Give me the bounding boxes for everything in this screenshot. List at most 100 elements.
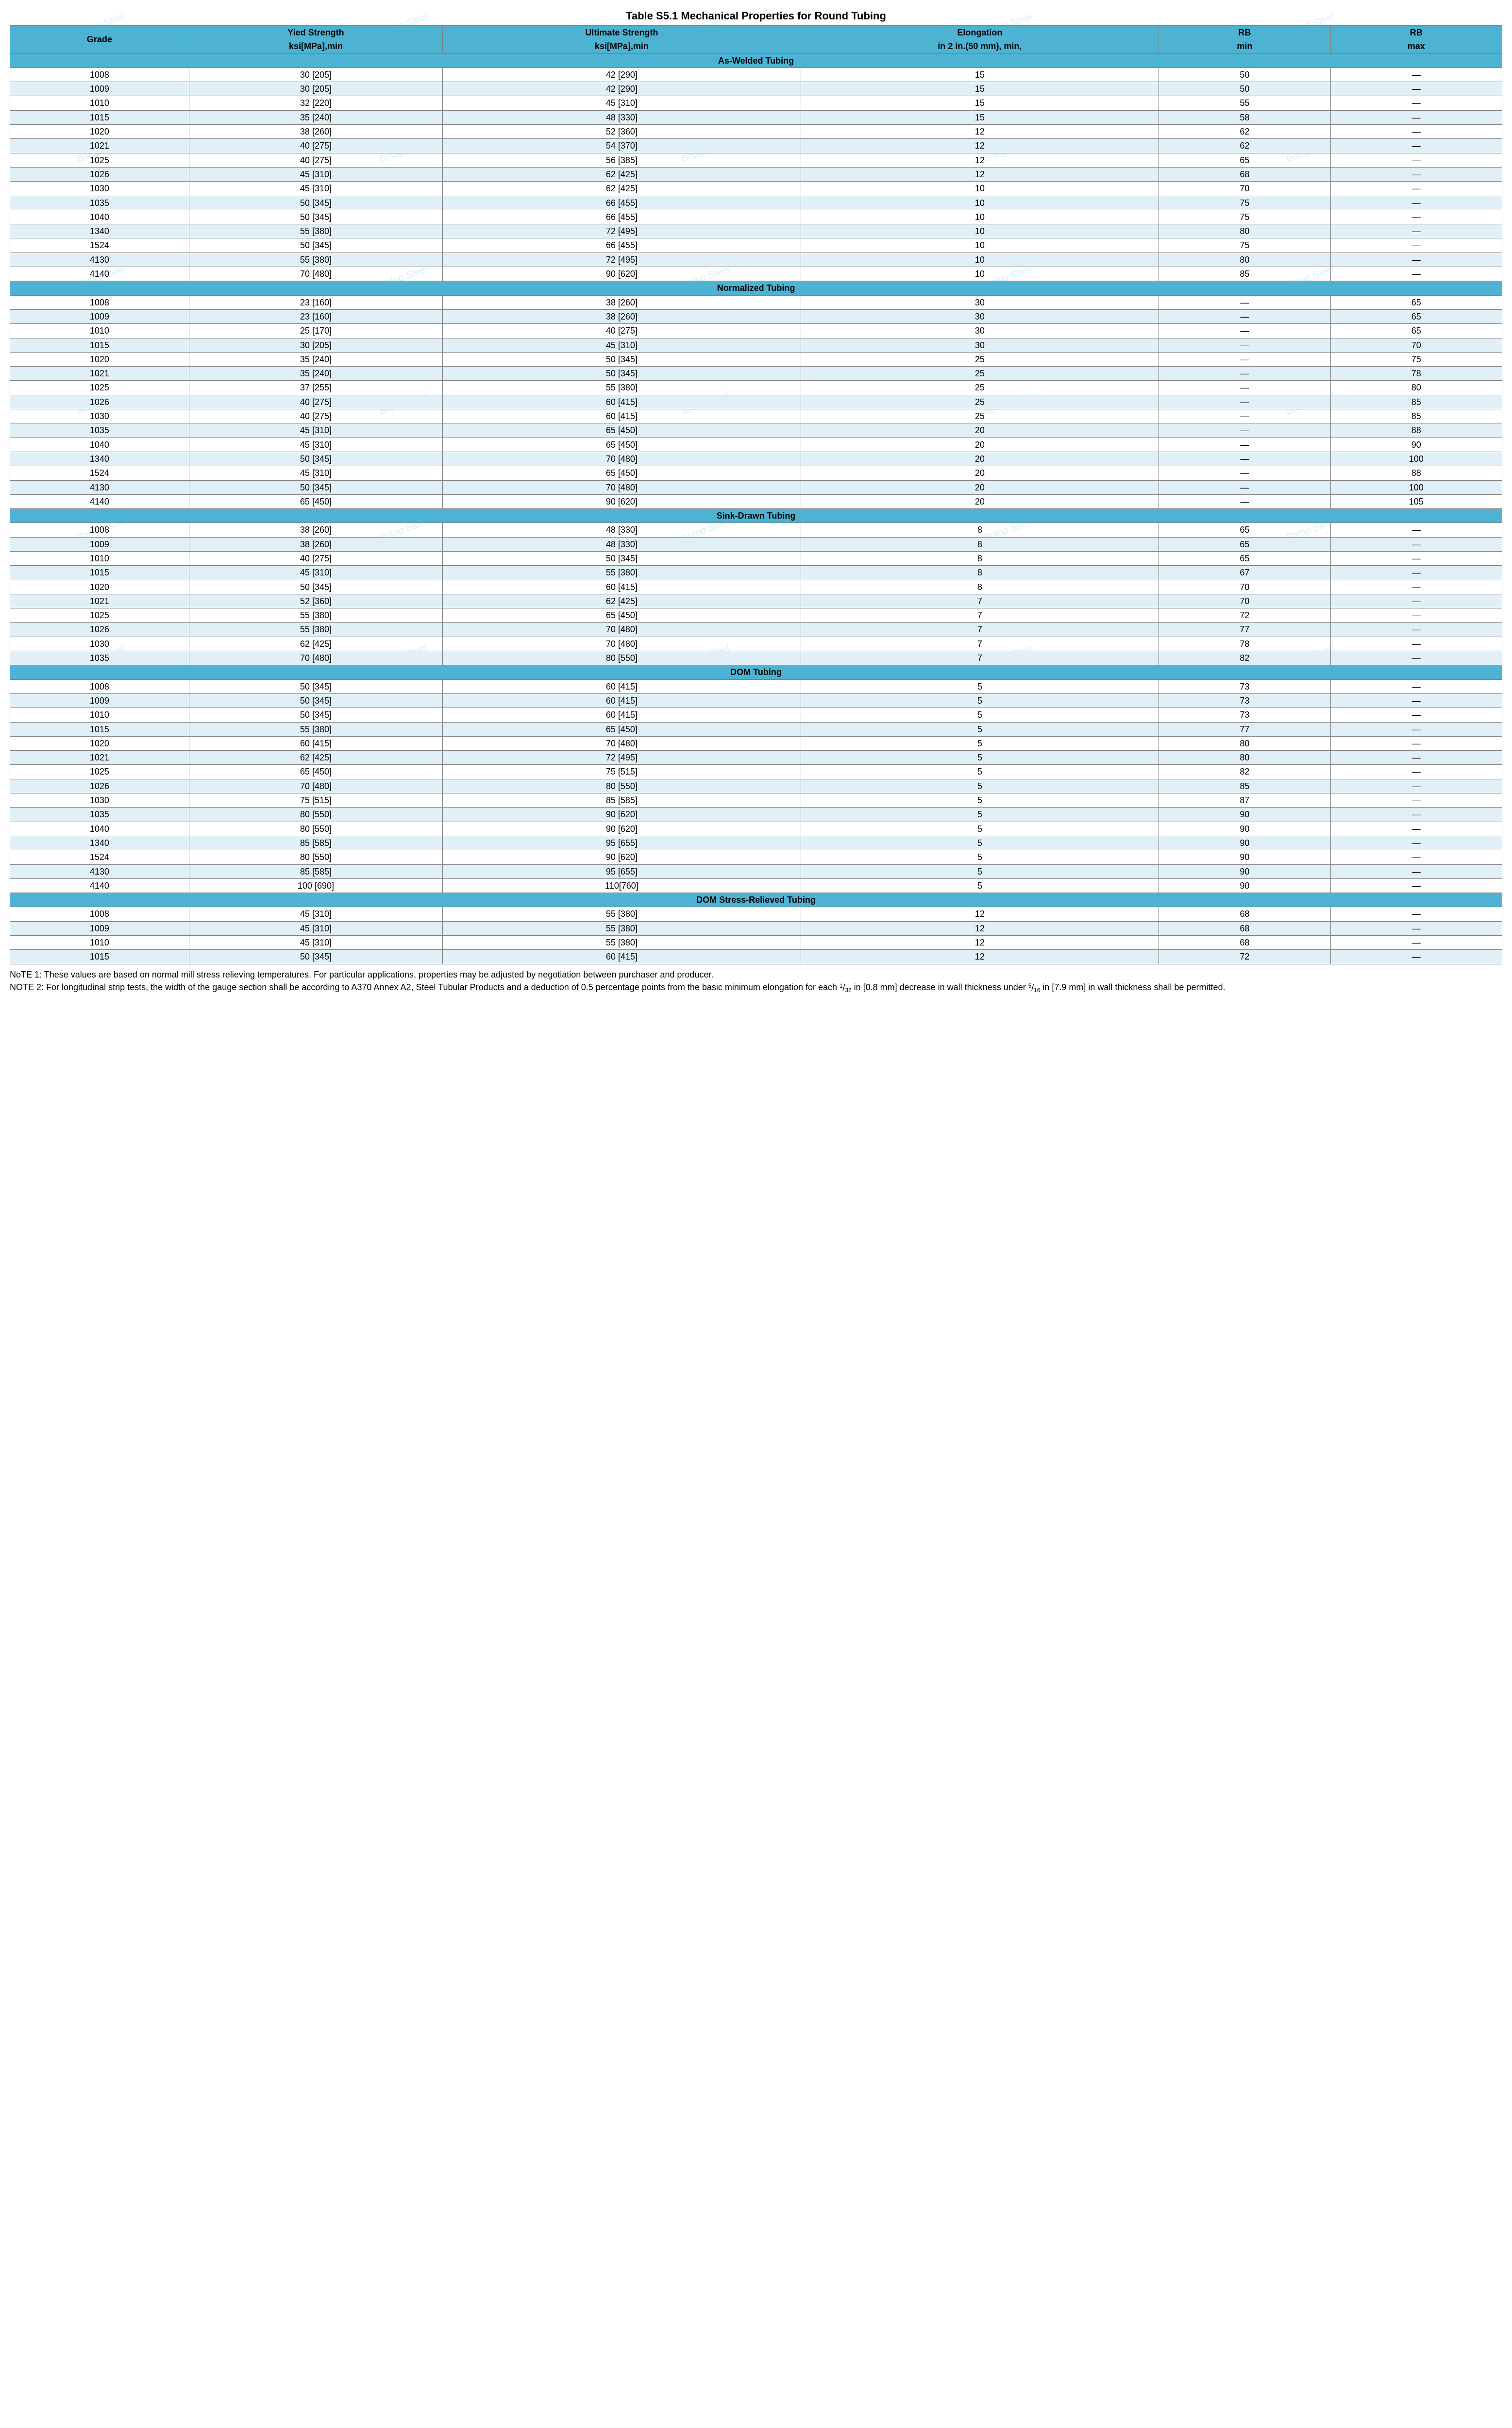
fraction-5-16: 5/16 — [1028, 981, 1041, 995]
table-cell: 38 [260] — [443, 295, 801, 309]
table-cell: 1021 — [10, 367, 189, 381]
table-cell: 68 — [1159, 167, 1330, 181]
table-cell: 77 — [1159, 623, 1330, 637]
table-cell: 1030 — [10, 409, 189, 423]
table-cell: 90 [620] — [443, 267, 801, 281]
table-cell: 45 [310] — [189, 167, 442, 181]
table-row: 104045 [310]65 [450]20—90 — [10, 438, 1502, 452]
table-cell: 1008 — [10, 907, 189, 921]
table-cell: 5 — [801, 765, 1159, 779]
table-cell: 1008 — [10, 679, 189, 693]
table-cell: 55 [380] — [443, 566, 801, 580]
table-row: 100945 [310]55 [380]1268— — [10, 921, 1502, 935]
table-cell: 5 — [801, 736, 1159, 750]
table-cell: 62 — [1159, 139, 1330, 153]
table-cell: 55 [380] — [189, 224, 442, 238]
table-cell: 50 [345] — [189, 480, 442, 494]
table-cell: 82 — [1159, 651, 1330, 665]
table-cell: 65 [450] — [443, 722, 801, 736]
table-cell: 4130 — [10, 253, 189, 267]
table-cell: 68 — [1159, 907, 1330, 921]
table-cell: 1035 — [10, 651, 189, 665]
table-cell: — — [1330, 950, 1502, 964]
table-cell: 60 [415] — [443, 950, 801, 964]
table-cell: 1015 — [10, 338, 189, 352]
table-cell: 1008 — [10, 295, 189, 309]
table-cell: 60 [415] — [189, 736, 442, 750]
table-cell: 1025 — [10, 765, 189, 779]
table-cell: 90 — [1159, 864, 1330, 878]
table-cell: 65 — [1330, 295, 1502, 309]
table-row: 101530 [205]45 [310]30—70 — [10, 338, 1502, 352]
table-cell: — — [1330, 523, 1502, 537]
table-cell: — — [1330, 82, 1502, 96]
table-cell: — — [1159, 338, 1330, 352]
table-cell: — — [1159, 367, 1330, 381]
table-cell: 12 — [801, 936, 1159, 950]
table-cell: — — [1159, 381, 1330, 395]
table-cell: 88 — [1330, 466, 1502, 480]
table-cell: 85 [585] — [189, 836, 442, 850]
table-cell: 25 — [801, 409, 1159, 423]
table-cell: 7 — [801, 651, 1159, 665]
table-cell: 85 — [1159, 779, 1330, 793]
table-cell: 72 [495] — [443, 224, 801, 238]
table-row: 134085 [585]95 [655]590— — [10, 836, 1502, 850]
table-cell: — — [1330, 751, 1502, 765]
table-cell: 85 [585] — [189, 864, 442, 878]
table-cell: 50 [345] — [189, 210, 442, 224]
table-row: 102152 [360]62 [425]770— — [10, 594, 1502, 608]
table-cell: 1030 — [10, 182, 189, 196]
table-cell: — — [1330, 139, 1502, 153]
table-cell: 15 — [801, 96, 1159, 110]
table-cell: 62 [425] — [443, 182, 801, 196]
table-cell: 50 [345] — [443, 367, 801, 381]
table-cell: — — [1330, 736, 1502, 750]
table-cell: 65 [450] — [443, 608, 801, 623]
table-cell: 85 [585] — [443, 793, 801, 808]
table-cell: 5 — [801, 679, 1159, 693]
table-cell: 1020 — [10, 125, 189, 139]
table-cell: 50 [345] — [189, 693, 442, 708]
table-cell: 30 [205] — [189, 67, 442, 82]
table-cell: 1021 — [10, 139, 189, 153]
table-cell: — — [1159, 324, 1330, 338]
column-subheader: ksi[MPa],min — [443, 39, 801, 53]
table-cell: 40 [275] — [443, 324, 801, 338]
table-cell: 95 [655] — [443, 836, 801, 850]
table-cell: 55 [380] — [443, 936, 801, 950]
table-cell: — — [1159, 352, 1330, 366]
table-cell: 72 — [1159, 608, 1330, 623]
table-cell: 25 — [801, 352, 1159, 366]
table-cell: 1010 — [10, 708, 189, 722]
table-row: 102050 [345]60 [415]870— — [10, 580, 1502, 594]
table-row: 100845 [310]55 [380]1268— — [10, 907, 1502, 921]
table-cell: 40 [275] — [189, 153, 442, 167]
table-cell: 73 — [1159, 708, 1330, 722]
table-row: 104050 [345]66 [455]1075— — [10, 210, 1502, 224]
table-cell: — — [1330, 224, 1502, 238]
table-cell: 8 — [801, 537, 1159, 551]
table-cell: 100 — [1330, 452, 1502, 466]
table-cell: 42 [290] — [443, 82, 801, 96]
table-cell: — — [1330, 765, 1502, 779]
table-cell: 65 [450] — [443, 438, 801, 452]
table-cell: 1524 — [10, 850, 189, 864]
table-cell: — — [1330, 537, 1502, 551]
table-cell: 1035 — [10, 808, 189, 822]
table-cell: 52 [360] — [189, 594, 442, 608]
table-cell: 90 — [1159, 808, 1330, 822]
table-cell: 30 — [801, 338, 1159, 352]
table-cell: — — [1330, 551, 1502, 565]
table-cell: 75 — [1159, 196, 1330, 210]
table-cell: 62 [425] — [189, 637, 442, 651]
table-row: 102655 [380]70 [480]777— — [10, 623, 1502, 637]
table-cell: 32 [220] — [189, 96, 442, 110]
table-row: 414070 [480]90 [620]1085— — [10, 267, 1502, 281]
table-cell: 1021 — [10, 594, 189, 608]
table-row: 101535 [240]48 [330]1558— — [10, 110, 1502, 124]
table-cell: 65 [450] — [189, 494, 442, 508]
table-row: 101045 [310]55 [380]1268— — [10, 936, 1502, 950]
table-row: 101550 [345]60 [415]1272— — [10, 950, 1502, 964]
table-row: 101050 [345]60 [415]573— — [10, 708, 1502, 722]
